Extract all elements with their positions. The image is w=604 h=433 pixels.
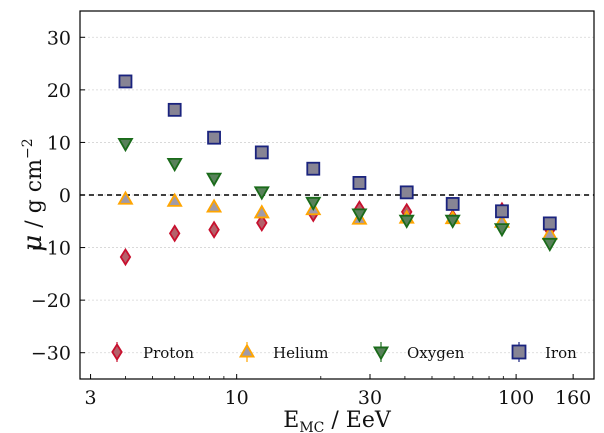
oxygen-marker	[444, 214, 461, 229]
iron-marker	[207, 130, 221, 145]
y-tick-label: 10	[47, 132, 71, 154]
legend-marker-helium	[238, 343, 256, 358]
legend-item-helium: Helium	[238, 342, 328, 362]
iron-marker	[254, 145, 269, 160]
oxygen-marker	[206, 172, 223, 187]
helium-marker	[253, 204, 270, 219]
legend-item-iron: Iron	[511, 342, 577, 362]
oxygen-marker	[117, 138, 134, 153]
x-axis-title: EMC / EeV	[283, 408, 392, 433]
legend-item-proton: Proton	[111, 342, 194, 362]
legend-label: Oxygen	[407, 344, 465, 362]
oxygen-marker	[305, 196, 322, 211]
iron-marker	[352, 176, 367, 190]
proton-marker	[168, 224, 181, 243]
iron-marker	[495, 204, 509, 219]
y-tick-label: −20	[31, 290, 71, 312]
legend-marker-iron	[511, 344, 527, 360]
legend-label: Helium	[273, 344, 328, 362]
legend-marker-proton	[111, 342, 123, 362]
data-markers	[117, 74, 558, 267]
x-tick-label: 160	[555, 387, 591, 409]
y-tick-label: −30	[31, 343, 71, 365]
x-tick-label: 10	[225, 387, 249, 409]
x-tick-label: 30	[358, 387, 382, 409]
iron-marker	[306, 161, 321, 176]
legend: Proton Helium Oxygen Iron	[111, 342, 577, 362]
iron-marker	[542, 216, 557, 231]
y-tick-label: 0	[59, 185, 71, 207]
iron-marker	[445, 197, 460, 211]
oxygen-marker	[493, 223, 511, 238]
oxygen-marker	[166, 158, 183, 173]
x-tick-label: 3	[85, 387, 97, 409]
proton-marker	[119, 247, 132, 267]
y-axis-title: μ / g cm−2	[18, 138, 48, 251]
legend-label: Proton	[143, 344, 194, 362]
legend-item-oxygen: Oxygen	[372, 342, 465, 362]
legend-label: Iron	[545, 344, 577, 362]
x-tick-label: 100	[498, 387, 534, 409]
helium-marker	[206, 198, 223, 213]
helium-marker	[166, 192, 183, 207]
axes: −30 −20 −10 0 10 20 30 3 10 30 100 160	[31, 27, 591, 409]
oxygen-marker	[398, 214, 415, 229]
iron-marker	[167, 102, 182, 117]
y-tick-label: 20	[47, 80, 71, 102]
oxygen-marker	[351, 208, 368, 223]
oxygen-marker	[253, 186, 270, 201]
proton-marker	[256, 213, 268, 233]
iron-marker	[118, 74, 133, 89]
iron-marker	[399, 185, 414, 200]
oxygen-marker	[541, 237, 558, 253]
y-tick-label: −10	[31, 238, 71, 260]
legend-marker-oxygen	[372, 346, 390, 361]
proton-marker	[208, 220, 220, 239]
y-tick-label: 30	[47, 27, 71, 49]
helium-marker	[117, 190, 134, 205]
